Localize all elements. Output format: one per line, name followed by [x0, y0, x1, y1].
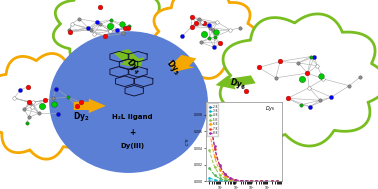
Text: $\bf{Dy}_{2}$: $\bf{Dy}_{2}$ [73, 110, 90, 123]
Legend: 2 K, 3 K, 4 K, 5 K, 6 K, 7 K, 8 K: 2 K, 3 K, 4 K, 5 K, 6 K, 7 K, 8 K [208, 103, 218, 136]
Y-axis label: $C''_M$: $C''_M$ [184, 137, 192, 146]
Text: $\bf{Dy}_{6}$: $\bf{Dy}_{6}$ [228, 76, 247, 93]
Text: Dy(III): Dy(III) [120, 143, 144, 149]
Polygon shape [114, 49, 144, 68]
Polygon shape [74, 99, 106, 113]
Polygon shape [0, 53, 99, 159]
Ellipse shape [49, 31, 208, 173]
Text: +: + [129, 128, 135, 137]
Polygon shape [152, 0, 257, 78]
Text: $\bf{Dy}_{4}$: $\bf{Dy}_{4}$ [122, 56, 144, 77]
Text: $Dy_6$: $Dy_6$ [265, 105, 276, 113]
Polygon shape [53, 0, 167, 71]
Text: $\bf{Dy}_{5}$: $\bf{Dy}_{5}$ [163, 57, 183, 78]
Polygon shape [215, 75, 256, 89]
Polygon shape [220, 14, 378, 146]
Polygon shape [169, 55, 197, 72]
Text: H₂L ligand: H₂L ligand [112, 114, 153, 120]
